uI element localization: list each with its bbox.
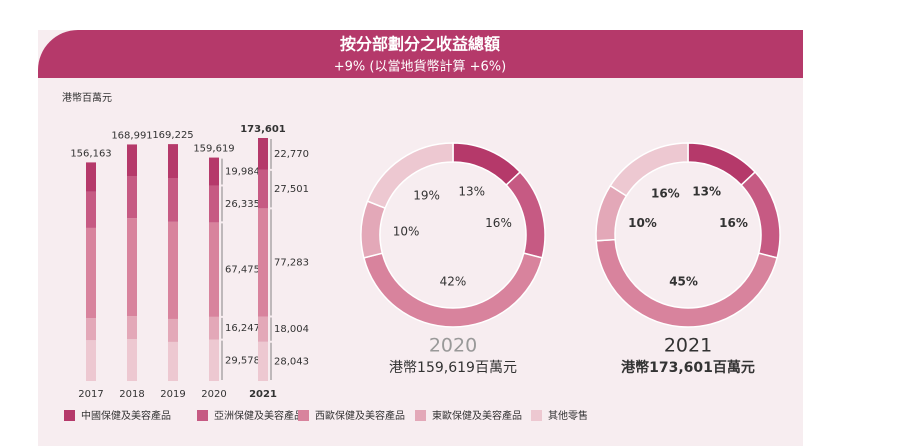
unit-label: 港幣百萬元 (62, 91, 112, 104)
pie-total: 港幣159,619百萬元 (389, 360, 517, 376)
bar-segment (127, 316, 137, 340)
bar-segment (168, 144, 178, 178)
bar-segment (258, 316, 268, 342)
bar-segment (258, 169, 268, 209)
x-tick-label: 2021 (249, 389, 277, 400)
legend-swatch (415, 410, 426, 421)
value-label: 27,501 (274, 184, 309, 195)
x-tick-label: 2017 (78, 389, 103, 400)
x-tick-label: 2019 (160, 389, 185, 400)
value-label: 45% (669, 274, 698, 288)
value-label: 42% (440, 275, 467, 289)
value-label: 16% (485, 216, 512, 230)
legend-swatch (298, 410, 309, 421)
total-label: 156,163 (70, 148, 111, 159)
bar-segment (168, 341, 178, 381)
banner (38, 30, 803, 78)
legend-swatch (197, 410, 208, 421)
bar-segment (209, 339, 219, 381)
value-label: 18,004 (274, 324, 309, 335)
value-label: 10% (393, 225, 420, 239)
value-label: 19,984 (225, 167, 260, 178)
x-tick-label: 2018 (119, 389, 144, 400)
bar-segment (168, 318, 178, 342)
legend-label: 東歐保健及美容產品 (432, 409, 522, 422)
value-label: 26,335 (225, 199, 260, 210)
value-label: 16% (719, 216, 748, 230)
legend-swatch (531, 410, 542, 421)
bar-segment (86, 162, 96, 192)
pie-year: 2020 (429, 335, 477, 357)
value-label: 16% (651, 186, 680, 200)
bar-segment (209, 222, 219, 317)
x-tick-label: 2020 (201, 389, 226, 400)
title: 按分部劃分之收益總額 (340, 35, 500, 54)
bar-segment (209, 157, 219, 186)
bar-segment (127, 176, 137, 219)
value-label: 22,770 (274, 149, 309, 160)
bar-segment (258, 341, 268, 381)
bar-segment (258, 208, 268, 317)
total-label: 168,991 (111, 130, 152, 141)
value-label: 29,578 (225, 355, 260, 366)
panel (38, 30, 803, 446)
value-label: 77,283 (274, 257, 309, 268)
bar-segment (86, 318, 96, 341)
legend-label: 西歐保健及美容產品 (315, 409, 405, 422)
bar-segment (168, 177, 178, 222)
bar-segment (86, 227, 96, 319)
legend-label: 亞洲保健及美容產品 (214, 409, 304, 422)
bar-segment (209, 185, 219, 223)
value-label: 28,043 (274, 356, 309, 367)
bar-segment (86, 191, 96, 228)
subtitle: +9% (以當地貨幣計算 +6%) (334, 59, 506, 75)
total-label: 159,619 (193, 144, 234, 155)
bar-segment (127, 339, 137, 381)
value-label: 13% (692, 184, 721, 198)
bar-segment (127, 144, 137, 177)
bar-segment (86, 340, 96, 381)
value-label: 19% (413, 189, 440, 203)
bar-segment (209, 316, 219, 340)
value-label: 16,247 (225, 323, 260, 334)
bar-segment (127, 218, 137, 317)
total-label: 169,225 (152, 130, 193, 141)
legend-label: 中國保健及美容產品 (81, 409, 171, 422)
donut-slice (609, 142, 689, 197)
value-label: 10% (628, 216, 657, 230)
legend-label: 其他零售 (548, 409, 588, 422)
legend-swatch (64, 410, 75, 421)
pie-total: 港幣173,601百萬元 (621, 359, 755, 376)
donut-slice (366, 142, 454, 210)
value-label: 13% (458, 184, 485, 198)
bar-segment (168, 221, 178, 319)
bar-segment (258, 138, 268, 170)
total-label: 173,601 (240, 124, 286, 135)
value-label: 67,475 (225, 265, 260, 276)
pie-year: 2021 (664, 335, 712, 357)
